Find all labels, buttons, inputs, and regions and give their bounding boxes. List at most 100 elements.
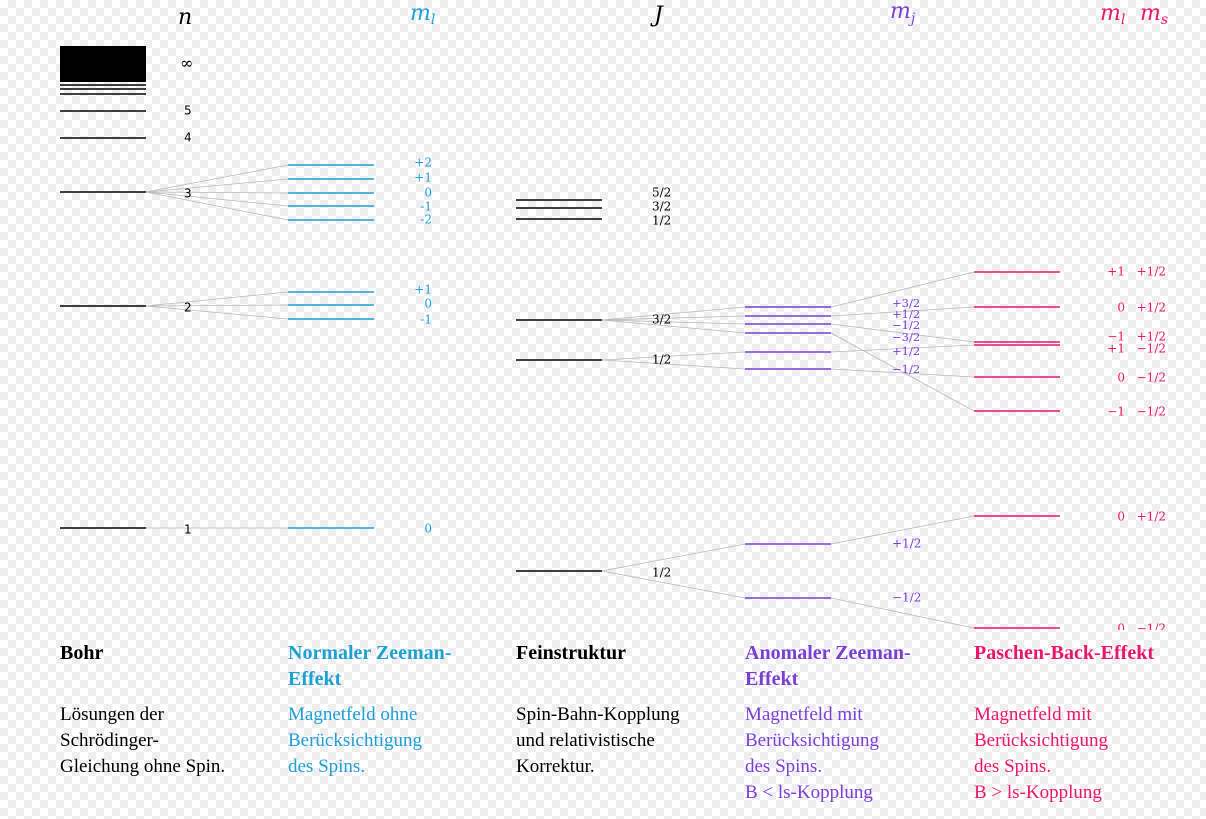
desc-line: Berücksichtigung [288, 730, 423, 751]
normal-zeeman-title: Normaler Zeeman-Effekt [288, 642, 452, 690]
connectors [145, 164, 975, 629]
paschen-back-ml-label: +1 [1107, 265, 1125, 279]
anomalous-zeeman-mj-label: +1/2 [892, 537, 921, 551]
desc-line: des Spins. [745, 756, 823, 777]
desc-line: Lösungen der [60, 704, 164, 725]
desc-line: Spin-Bahn-Kopplung [516, 704, 680, 725]
paschen-back-ml-label: 0 [1117, 510, 1125, 524]
connector-line [601, 315, 746, 321]
connector-line [145, 178, 289, 193]
connector-line [601, 359, 746, 370]
bohr-title: Bohr [60, 642, 104, 664]
column-anomalous-zeeman: Anomaler Zeeman-Effekt Magnetfeld mit Be… [745, 640, 935, 806]
connector-line [830, 368, 975, 378]
connector-line [145, 291, 289, 307]
connector-line [830, 306, 975, 317]
connector-line [601, 570, 746, 599]
connector-line [830, 597, 975, 629]
bohr-infinity-label: ∞ [180, 54, 193, 73]
fine-structure-J-label: 1/2 [652, 566, 671, 580]
paschen-back-ms-label: −1/2 [1137, 405, 1166, 419]
anomalous-zeeman-mj-label: −1/2 [892, 318, 920, 332]
header-ml: ml [410, 1, 435, 28]
bohr-level-label: 4 [184, 131, 192, 145]
paschen-back-ml-label: −1 [1107, 330, 1125, 344]
connector-line [601, 319, 746, 325]
normal-zeeman-ml-label: -1 [420, 313, 432, 327]
labels: ∞54321+2+10-1-2+10-105/23/21/23/21/21/2+… [180, 54, 1166, 631]
paschen-back-ml-label: +1 [1107, 342, 1125, 356]
column-paschen-back: Paschen-Back-Effekt Magnetfeld mit Berüc… [974, 640, 1164, 806]
anomalous-zeeman-mj-label: −1/2 [892, 591, 921, 605]
paschen-back-ms-label: −1/2 [1137, 622, 1166, 631]
connector-line [145, 304, 289, 307]
normal-zeeman-ml-label: +2 [414, 156, 432, 170]
desc-line: Korrektur. [516, 756, 595, 777]
desc-line: Magnetfeld ohne [288, 704, 418, 725]
normal-zeeman-ml-label: -2 [420, 213, 432, 227]
paschen-back-ms-label: +1/2 [1137, 330, 1166, 344]
desc-line: Berücksichtigung [974, 730, 1109, 751]
fine-structure-J-label: 1/2 [652, 214, 671, 228]
bohr-level-label: 3 [184, 187, 192, 201]
connector-line [145, 164, 289, 193]
normal-zeeman-ml-label: +1 [414, 171, 432, 185]
header-mj: mj [890, 0, 916, 27]
anomalous-zeeman-title: Anomaler Zeeman-Effekt [745, 642, 911, 690]
connector-line [601, 306, 746, 321]
normal-zeeman-description: Magnetfeld ohne Berücksichtigung des Spi… [288, 702, 478, 780]
connector-line [145, 191, 289, 207]
anomalous-zeeman-mj-label: +3/2 [892, 296, 920, 310]
normal-zeeman-ml-label: 0 [424, 186, 432, 200]
column-fine-structure: Feinstruktur Spin-Bahn-Kopplung und rela… [516, 640, 731, 780]
header-paschen-ms: ms [1140, 1, 1168, 28]
column-headers: n ml J mj ml ms [178, 0, 1168, 30]
header-J: J [650, 3, 664, 28]
connector-line [601, 351, 746, 361]
desc-line: des Spins. [288, 756, 366, 777]
continuum-block [60, 46, 146, 82]
paschen-back-ms-label: +1/2 [1137, 301, 1166, 315]
header-paschen-ml: ml [1100, 1, 1125, 28]
connector-line [601, 543, 746, 572]
connector-line [145, 191, 289, 194]
paschen-back-ml-label: 0 [1117, 622, 1125, 631]
normal-zeeman-ml-label: -1 [420, 200, 432, 214]
desc-line: Schrödinger- [60, 730, 159, 751]
desc-line: Magnetfeld mit [745, 704, 863, 725]
energy-level-diagram: ∞54321+2+10-1-2+10-105/23/21/23/21/21/2+… [60, 0, 1168, 631]
desc-line: B < ls-Kopplung [745, 782, 873, 803]
anomalous-zeeman-mj-label: +1/2 [892, 307, 920, 321]
column-normal-zeeman: Normaler Zeeman-Effekt Magnetfeld ohne B… [288, 640, 478, 780]
anomalous-zeeman-mj-label: −1/2 [892, 362, 920, 376]
bohr-level-label: 5 [184, 104, 192, 118]
connector-line [145, 305, 289, 320]
connector-line [830, 344, 975, 353]
fine-structure-J-label: 5/2 [652, 186, 671, 200]
paschen-back-ml-label: 0 [1117, 301, 1125, 315]
levels [60, 46, 1060, 629]
connector-line [830, 271, 975, 308]
column-bohr: Bohr Lösungen der Schrödinger- Gleichung… [60, 640, 275, 780]
connector-line [830, 515, 975, 545]
connector-line [830, 323, 975, 343]
paschen-back-description: Magnetfeld mit Berücksichtigung des Spin… [974, 702, 1164, 806]
desc-line: des Spins. [974, 756, 1052, 777]
fine-structure-J-label: 3/2 [652, 313, 671, 327]
normal-zeeman-ml-label: 0 [424, 522, 432, 536]
fine-structure-title: Feinstruktur [516, 642, 626, 664]
paschen-back-ms-label: −1/2 [1137, 371, 1166, 385]
paschen-back-ms-label: +1/2 [1137, 510, 1166, 524]
fine-structure-J-label: 3/2 [652, 200, 671, 214]
connector-line [601, 319, 746, 334]
desc-line: und relativistische [516, 730, 655, 751]
paschen-back-ml-label: 0 [1117, 371, 1125, 385]
bohr-description: Lösungen der Schrödinger- Gleichung ohne… [60, 702, 275, 780]
fine-structure-J-label: 1/2 [652, 353, 671, 367]
paschen-back-ms-label: +1/2 [1137, 265, 1166, 279]
anomalous-zeeman-description: Magnetfeld mit Berücksichtigung des Spin… [745, 702, 935, 806]
header-n: n [178, 5, 192, 30]
anomalous-zeeman-mj-label: −3/2 [892, 330, 920, 344]
bohr-level-label: 1 [184, 523, 192, 537]
desc-line: B > ls-Kopplung [974, 782, 1102, 803]
